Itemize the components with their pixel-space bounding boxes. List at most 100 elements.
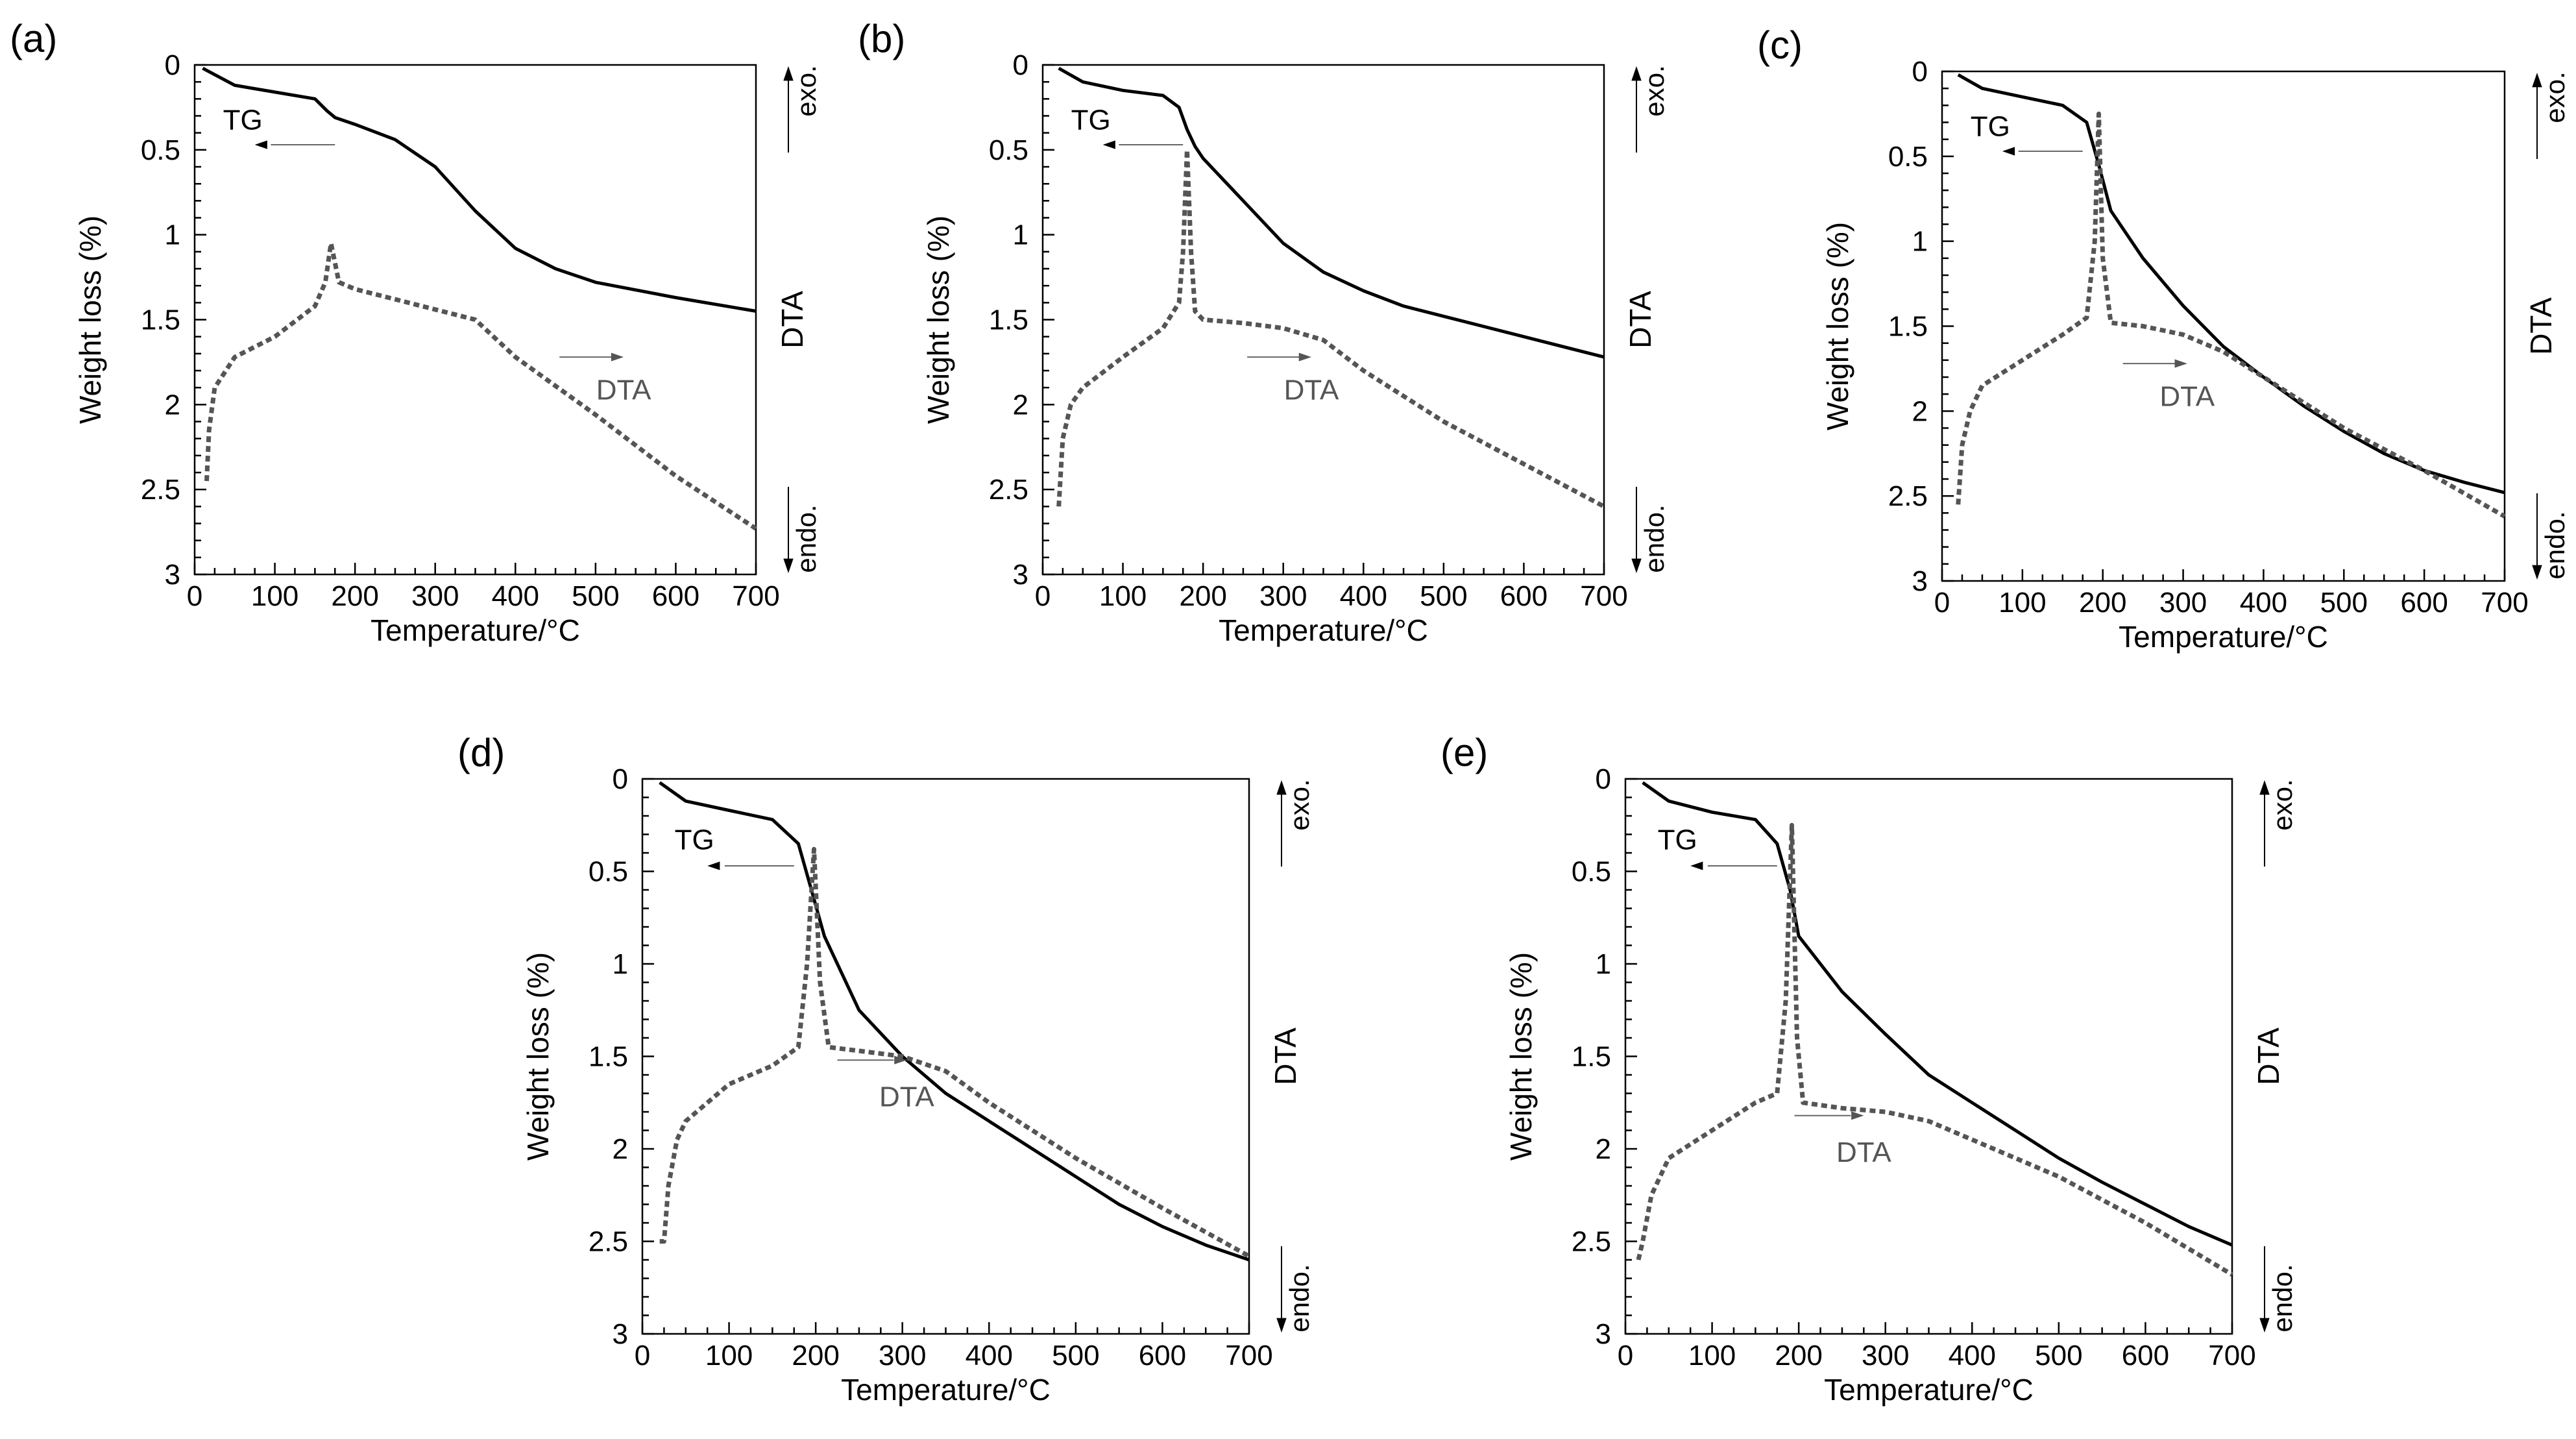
x-tick-label: 600 <box>1139 1340 1186 1371</box>
tg-curve-label: TG <box>223 104 263 136</box>
exo-label: exo. <box>1284 779 1315 830</box>
x-tick-label: 100 <box>1688 1340 1736 1371</box>
dta-axis-label: DTA <box>775 291 809 349</box>
tg-series-line <box>659 781 1250 1262</box>
dta-arrow-icon <box>611 352 624 362</box>
exo-label: exo. <box>791 65 821 116</box>
plot-frame <box>1624 778 2233 1335</box>
exo-arrow-icon <box>1276 780 1287 795</box>
y-tick-label: 2.5 <box>1572 1226 1611 1258</box>
exo-arrow-icon <box>2532 73 2542 88</box>
x-tick-label: 300 <box>1862 1340 1909 1371</box>
endo-arrow-icon <box>1276 1318 1287 1333</box>
plot-frame <box>1041 64 1605 576</box>
x-tick-label: 400 <box>966 1340 1013 1371</box>
y-axis-title: Weight loss (%) <box>1504 952 1538 1161</box>
endo-label: endo. <box>2267 1264 2298 1332</box>
endo-label: endo. <box>2540 511 2570 579</box>
y-tick-label: 0 <box>165 49 180 81</box>
x-tick-label: 700 <box>732 580 779 612</box>
plot-frame <box>1941 70 2506 582</box>
y-axis-title: Weight loss (%) <box>521 952 555 1161</box>
y-tick-label: 2 <box>1013 389 1028 421</box>
y-tick-label: 1.5 <box>589 1041 628 1073</box>
dta-series-line <box>204 241 757 531</box>
x-axis-title: Temperature/°C <box>2119 620 2328 654</box>
x-tick-label: 700 <box>1225 1340 1272 1371</box>
exo-label: exo. <box>2540 71 2570 123</box>
x-tick-label: 500 <box>2320 587 2368 619</box>
dta-curve-label: DTA <box>1284 374 1339 406</box>
y-axis-title: Weight loss (%) <box>921 215 955 424</box>
x-tick-label: 300 <box>411 580 459 612</box>
x-tick-label: 0 <box>1934 587 1950 619</box>
y-tick-label: 3 <box>1013 559 1028 591</box>
y-tick-label: 0.5 <box>1572 856 1611 888</box>
tg-series-line <box>202 66 757 313</box>
dta-arrow-icon <box>1851 1111 1864 1120</box>
x-tick-label: 300 <box>1259 580 1307 612</box>
x-tick-label: 400 <box>2240 587 2287 619</box>
dta-curve-label: DTA <box>879 1081 934 1113</box>
tg-arrow-icon <box>2002 147 2015 156</box>
y-tick-label: 0.5 <box>989 134 1028 166</box>
x-tick-label: 400 <box>1340 580 1387 612</box>
x-tick-label: 300 <box>2159 587 2207 619</box>
dta-series-line <box>1056 147 1605 509</box>
x-tick-label: 100 <box>1099 580 1147 612</box>
exo-arrow-icon <box>783 66 794 81</box>
dta-axis-label: DTA <box>2524 297 2558 355</box>
x-tick-label: 200 <box>331 580 378 612</box>
y-tick-label: 0.5 <box>141 134 180 166</box>
tg-curve-label: TG <box>675 824 714 855</box>
y-tick-label: 1 <box>165 219 180 251</box>
chart-panel-d: 0 100 200 300 400 500 600 700 0 0.5 1 1.5 2 2.5 3 Tempe… <box>457 731 1315 1407</box>
x-axis-title: Temperature/°C <box>1824 1373 2034 1407</box>
chart-panel-c: 0 100 200 300 400 500 600 700 0 0.5 1 1.5 2 2.5 3 Tempe… <box>1757 23 2570 654</box>
tg-curve-label: TG <box>1658 824 1697 855</box>
y-tick-label: 2 <box>165 389 180 421</box>
x-tick-label: 0 <box>1035 580 1051 612</box>
panel-label: (b) <box>858 17 905 60</box>
tg-series-line <box>1957 73 2505 495</box>
y-tick-label: 0 <box>1013 49 1028 81</box>
tg-arrow-icon <box>1102 140 1115 149</box>
endo-label: endo. <box>1284 1264 1315 1332</box>
endo-arrow-icon <box>2259 1318 2270 1333</box>
dta-arrow-icon <box>1298 352 1311 362</box>
exo-label: exo. <box>2267 779 2298 830</box>
chart-panel-e: 0 100 200 300 400 500 600 700 0 0.5 1 1.5 2 2.5 3 Tempe… <box>1440 731 2298 1407</box>
x-tick-label: 400 <box>1949 1340 1996 1371</box>
x-tick-label: 300 <box>879 1340 926 1371</box>
y-axis-title: Weight loss (%) <box>73 215 107 424</box>
y-tick-label: 3 <box>613 1318 628 1350</box>
y-tick-label: 3 <box>165 559 180 591</box>
x-tick-label: 600 <box>2400 587 2448 619</box>
endo-arrow-icon <box>2532 565 2542 580</box>
x-tick-label: 0 <box>635 1340 650 1371</box>
y-tick-label: 2.5 <box>989 474 1028 506</box>
endo-label: endo. <box>791 504 821 572</box>
endo-arrow-icon <box>1631 558 1642 573</box>
tg-series-line <box>1642 781 2233 1247</box>
x-tick-label: 200 <box>1179 580 1226 612</box>
x-tick-label: 400 <box>492 580 539 612</box>
endo-label: endo. <box>1639 504 1670 572</box>
y-axis-title: Weight loss (%) <box>1821 222 1854 430</box>
x-tick-label: 500 <box>2035 1340 2082 1371</box>
x-tick-label: 200 <box>2079 587 2126 619</box>
panel-label: (e) <box>1440 731 1488 774</box>
x-tick-label: 500 <box>572 580 619 612</box>
y-tick-label: 1.5 <box>1888 311 1928 343</box>
y-tick-label: 2 <box>613 1133 628 1165</box>
x-tick-label: 600 <box>1500 580 1548 612</box>
y-tick-label: 2 <box>1596 1133 1611 1165</box>
y-tick-label: 0 <box>1912 56 1928 88</box>
y-tick-label: 3 <box>1596 1318 1611 1350</box>
x-tick-label: 100 <box>251 580 298 612</box>
x-tick-label: 700 <box>2208 1340 2255 1371</box>
exo-label: exo. <box>1639 65 1670 116</box>
y-tick-label: 0.5 <box>1888 141 1928 173</box>
panel-label: (a) <box>10 17 57 60</box>
